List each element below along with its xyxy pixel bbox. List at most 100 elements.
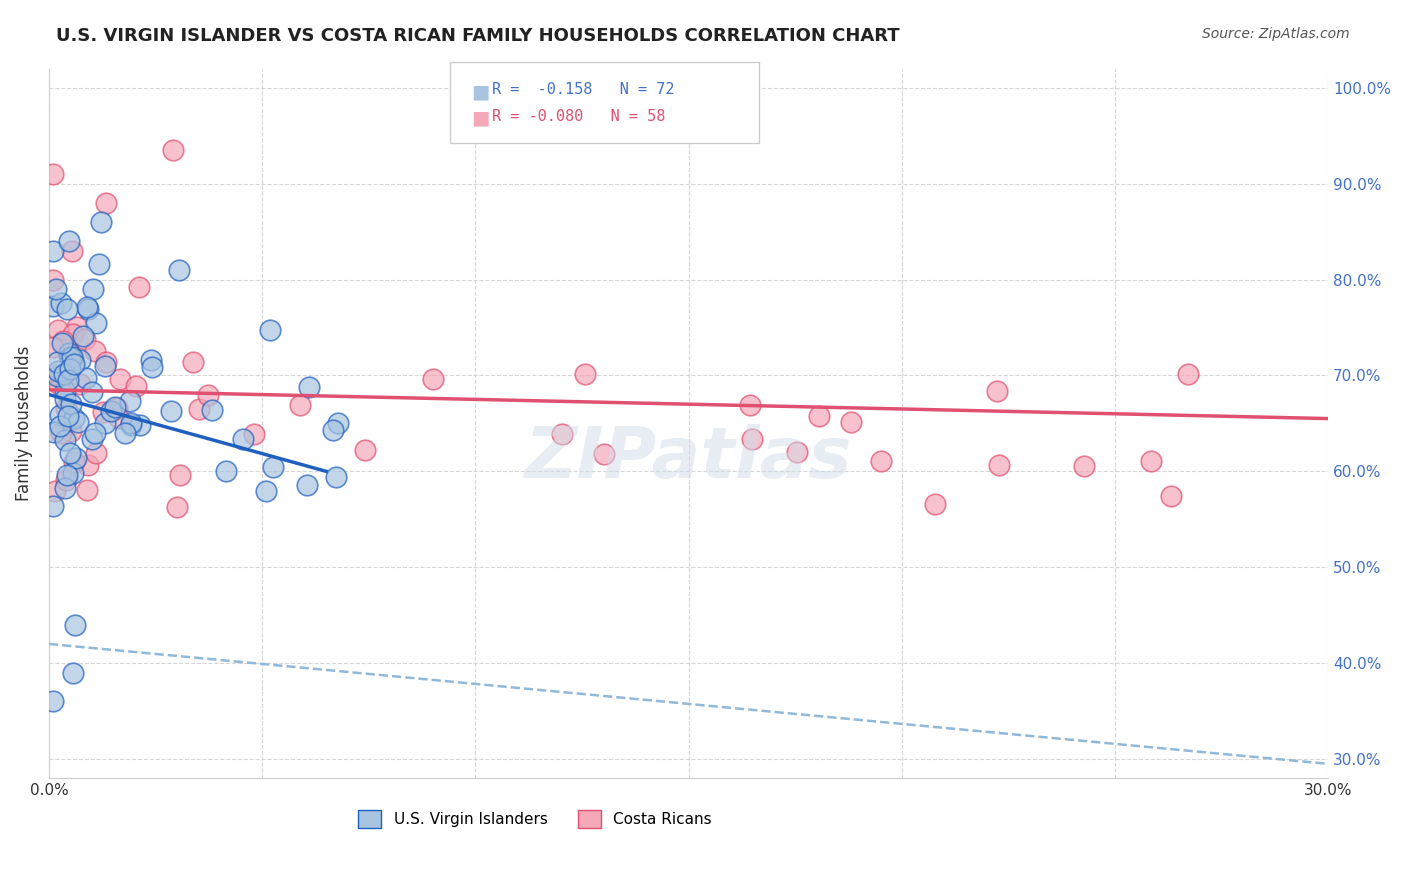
Point: [988, 458, 1011, 472]
Point: [46, 323, 69, 337]
Point: [42, 694, 65, 708]
Point: [1177, 367, 1199, 381]
Point: [44, 483, 66, 498]
Point: [56, 468, 79, 483]
Point: [593, 447, 616, 461]
Point: [1073, 458, 1095, 473]
Point: [62, 466, 84, 480]
Point: [75, 370, 97, 384]
Point: [42, 167, 65, 181]
Point: [201, 403, 224, 417]
Point: [56, 302, 79, 317]
Point: [65, 617, 87, 632]
Point: [58, 445, 80, 459]
Point: [100, 403, 122, 417]
Point: [42, 500, 65, 514]
Point: [53, 392, 76, 406]
Point: [262, 459, 284, 474]
Point: [42, 244, 65, 258]
Point: [42, 425, 65, 440]
Point: [76, 483, 98, 497]
Point: [104, 400, 127, 414]
Point: [1139, 454, 1161, 468]
Point: [187, 401, 209, 416]
Point: [128, 280, 150, 294]
Point: [574, 367, 596, 381]
Point: [60, 350, 83, 364]
Point: [58, 345, 80, 359]
Point: [73, 332, 96, 346]
Point: [162, 143, 184, 157]
Point: [90, 215, 112, 229]
Point: [166, 500, 188, 514]
Point: [49, 426, 72, 441]
Point: [141, 352, 163, 367]
Legend: U.S. Virgin Islanders, Costa Ricans: U.S. Virgin Islanders, Costa Ricans: [353, 804, 718, 834]
Point: [66, 415, 89, 429]
Point: [288, 398, 311, 412]
Point: [986, 384, 1008, 399]
Point: [58, 346, 80, 360]
Point: [1160, 489, 1182, 503]
Point: [62, 351, 84, 365]
Text: R = -0.080   N = 58: R = -0.080 N = 58: [492, 109, 665, 124]
Point: [93, 417, 115, 431]
Point: [298, 380, 321, 394]
Point: [56, 409, 79, 424]
Point: [86, 446, 108, 460]
Point: [66, 320, 89, 334]
Point: [124, 379, 146, 393]
Point: [353, 442, 375, 457]
Text: R =  -0.158   N = 72: R = -0.158 N = 72: [492, 82, 675, 97]
Point: [62, 455, 84, 469]
Point: [60, 424, 83, 438]
Point: [114, 425, 136, 440]
Point: [87, 257, 110, 271]
Y-axis label: Family Households: Family Households: [15, 346, 32, 501]
Point: [84, 344, 107, 359]
Point: [94, 359, 117, 374]
Point: [232, 432, 254, 446]
Point: [120, 417, 142, 432]
Point: [839, 415, 862, 429]
Point: [108, 410, 131, 425]
Point: [129, 418, 152, 433]
Point: [77, 458, 100, 472]
Point: [51, 334, 73, 348]
Point: [82, 282, 104, 296]
Point: [295, 478, 318, 492]
Point: [48, 377, 70, 392]
Point: [243, 426, 266, 441]
Point: [86, 317, 108, 331]
Point: [808, 409, 831, 423]
Point: [215, 464, 238, 478]
Point: [62, 327, 84, 342]
Text: Source: ZipAtlas.com: Source: ZipAtlas.com: [1202, 27, 1350, 41]
Point: [167, 263, 190, 277]
Point: [53, 384, 76, 399]
Point: [738, 398, 761, 412]
Point: [76, 300, 98, 314]
Point: [45, 282, 67, 296]
Point: [49, 369, 72, 384]
Point: [42, 272, 65, 286]
Point: [46, 363, 69, 377]
Point: [141, 359, 163, 374]
Point: [52, 368, 75, 382]
Point: [53, 481, 76, 495]
Point: [45, 355, 67, 369]
Point: [42, 340, 65, 354]
Point: [42, 299, 65, 313]
Point: [254, 484, 277, 499]
Point: [46, 368, 69, 383]
Point: [82, 432, 104, 446]
Point: [924, 497, 946, 511]
Point: [159, 404, 181, 418]
Point: [91, 405, 114, 419]
Text: ■: ■: [471, 82, 489, 101]
Point: [76, 302, 98, 317]
Point: [69, 353, 91, 368]
Point: [55, 401, 77, 415]
Point: [325, 470, 347, 484]
Point: [55, 473, 77, 487]
